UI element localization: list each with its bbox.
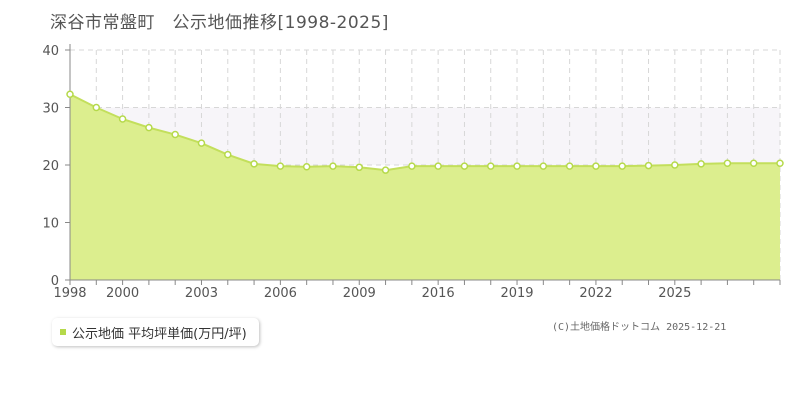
data-point[interactable] <box>776 159 784 168</box>
series-line <box>69 93 780 172</box>
x-tick-label: 2019 <box>500 286 533 300</box>
legend[interactable]: 公示地価 平均坪単価(万円/坪) <box>52 318 259 346</box>
x-tick-label: 1998 <box>53 286 86 300</box>
x-tick-label: 2022 <box>579 286 612 300</box>
data-point[interactable] <box>355 163 364 172</box>
data-point[interactable] <box>329 162 337 170</box>
x-tick-label: 2003 <box>185 286 218 300</box>
data-point[interactable] <box>197 139 206 147</box>
data-point[interactable] <box>697 160 705 168</box>
data-point[interactable] <box>118 115 127 123</box>
data-point[interactable] <box>381 166 390 174</box>
x-tick-label: 2006 <box>264 286 297 300</box>
data-point[interactable] <box>224 150 232 159</box>
y-tick-label: 40 <box>42 44 59 59</box>
data-point[interactable] <box>145 123 153 132</box>
chart-title: 深谷市常盤町 公示地価推移[1998-2025] <box>50 13 389 33</box>
copyright-credit: (C)土地価格ドットコム 2025-12-21 <box>552 322 727 333</box>
data-point[interactable] <box>486 162 495 170</box>
data-point[interactable] <box>565 162 574 170</box>
x-tick-label: 2009 <box>343 286 376 300</box>
data-point[interactable] <box>671 161 679 169</box>
y-tick-label: 0 <box>51 274 59 289</box>
data-point[interactable] <box>723 159 732 168</box>
data-point[interactable] <box>302 162 311 171</box>
x-tick-label: 2000 <box>106 286 139 300</box>
data-point[interactable] <box>539 162 548 170</box>
legend-swatch <box>60 329 66 335</box>
data-point[interactable] <box>460 162 469 170</box>
data-point[interactable] <box>250 160 258 168</box>
x-tick-label: 2025 <box>658 286 691 300</box>
series-area <box>70 94 780 280</box>
data-point[interactable] <box>66 90 74 99</box>
price-chart: 0 10 20 30 40 1998 2000 2003 2006 2009 2016 2019 202… <box>42 44 784 300</box>
data-point[interactable] <box>171 130 179 139</box>
data-point[interactable] <box>434 162 442 170</box>
legend-label: 公示地価 平均坪単価(万円/坪) <box>72 326 247 342</box>
y-tick-label: 20 <box>42 159 59 174</box>
x-tick-label: 2016 <box>422 286 455 300</box>
data-point[interactable] <box>276 162 285 170</box>
y-tick-label: 10 <box>42 217 59 232</box>
data-point[interactable] <box>644 161 653 170</box>
y-tick-label: 30 <box>42 102 59 117</box>
data-point[interactable] <box>749 159 758 168</box>
data-point[interactable] <box>592 162 600 170</box>
data-point[interactable] <box>92 103 101 112</box>
data-point[interactable] <box>408 162 416 170</box>
data-point[interactable] <box>618 162 626 170</box>
data-point[interactable] <box>513 162 521 170</box>
